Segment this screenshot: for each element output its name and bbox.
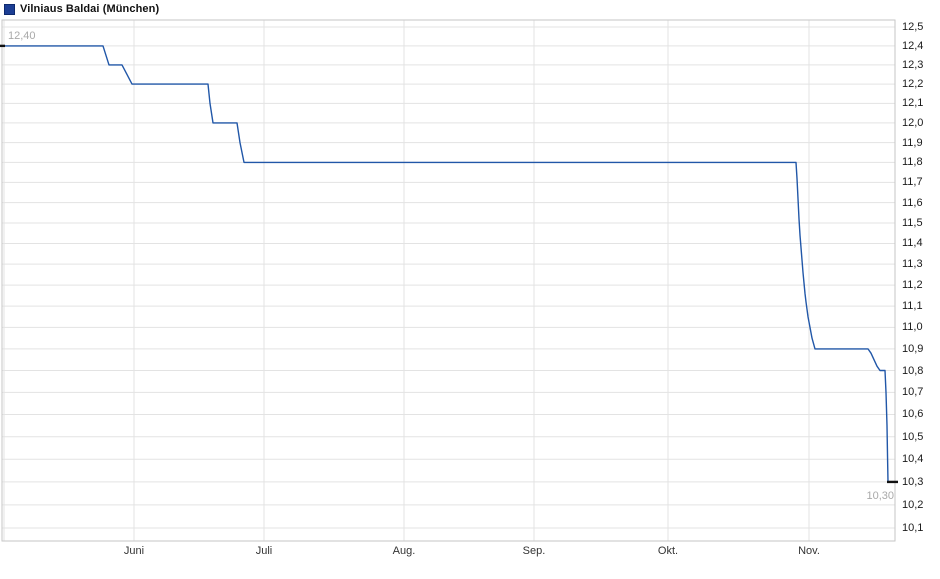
y-axis-tick-label: 11,5	[902, 216, 923, 229]
y-axis-tick-label: 12,4	[902, 39, 924, 52]
price-annotation: 12,40	[8, 29, 36, 42]
y-axis-tick-label: 11,0	[902, 321, 923, 334]
plot-border	[1, 19, 896, 542]
y-axis-tick-label: 12,0	[902, 116, 924, 129]
x-axis-month-label: Juli	[255, 545, 273, 557]
y-axis-tick-label: 10,7	[902, 386, 924, 399]
y-axis-tick-label: 10,9	[902, 342, 924, 355]
y-axis-tick-label: 10,5	[902, 430, 924, 443]
x-axis-month-label: Sep.	[522, 545, 546, 557]
y-axis-tick-label: 10,8	[902, 364, 924, 377]
y-axis-tick-label: 10,6	[902, 408, 924, 421]
y-axis-tick-label: 11,4	[902, 237, 923, 250]
chart-title: Vilniaus Baldai (München)	[20, 3, 160, 15]
y-axis-tick-label: 11,2	[902, 279, 923, 292]
y-axis-tick-label: 10,4	[902, 453, 924, 466]
y-axis-tick-label: 10,2	[902, 498, 924, 511]
y-axis-tick-label: 11,9	[902, 136, 923, 149]
y-axis-tick-label: 12,5	[902, 21, 924, 33]
x-axis-month-label: Juni	[123, 545, 145, 557]
y-axis-tick-label: 11,8	[902, 156, 923, 169]
y-axis-tick-label: 10,3	[902, 475, 924, 488]
y-axis-tick-label: 12,3	[902, 58, 924, 71]
y-axis-tick-label: 11,1	[902, 300, 923, 313]
y-axis-tick-label: 12,1	[902, 97, 924, 110]
y-axis-tick-label: 11,3	[902, 258, 923, 271]
x-axis-month-label: Aug.	[392, 545, 416, 557]
x-axis-month-label: Nov.	[798, 545, 820, 557]
x-axis-month-label: Okt.	[657, 545, 679, 557]
y-axis-tick-label: 11,6	[902, 196, 923, 209]
y-axis-tick-label: 11,7	[902, 176, 923, 189]
series-marker-icon	[4, 3, 15, 15]
price-line-series	[0, 45, 889, 482]
y-axis-tick-label: 10,1	[902, 522, 924, 534]
y-axis-tick-label: 12,2	[902, 78, 924, 91]
price-annotation: 10,30	[866, 489, 894, 502]
chart-legend: Vilniaus Baldai (München)	[4, 2, 159, 16]
